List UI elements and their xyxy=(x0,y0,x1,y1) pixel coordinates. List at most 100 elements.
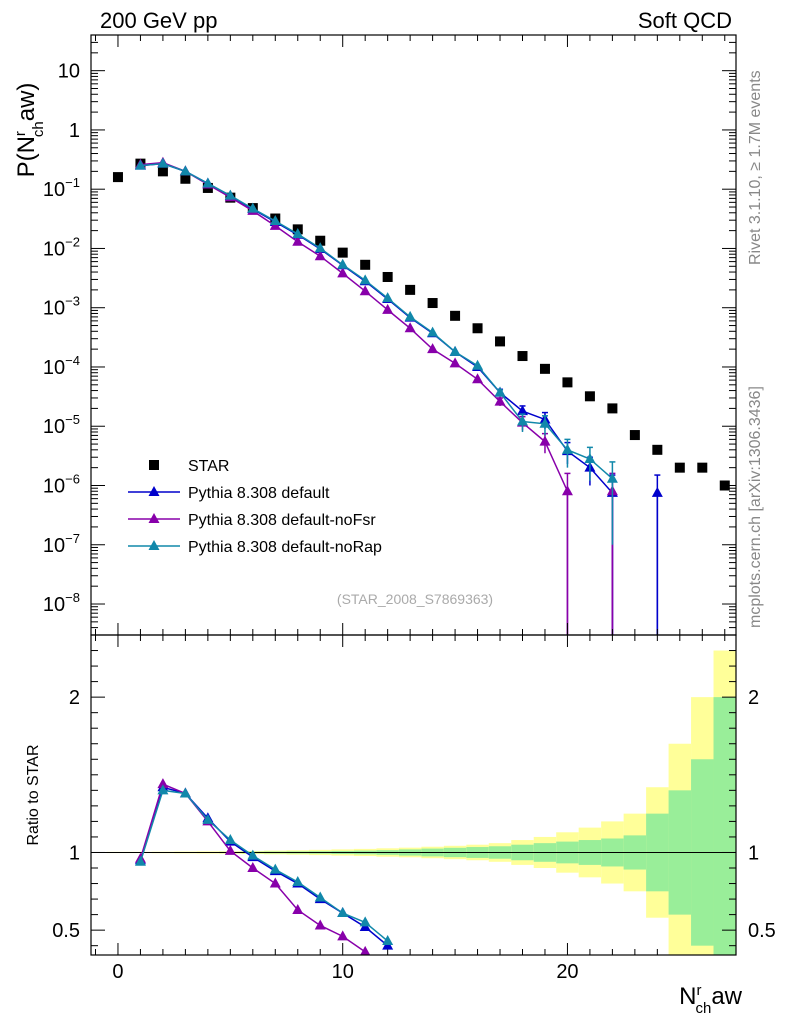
ratio-y-tick-label-right: 1 xyxy=(748,842,759,864)
tick-base: 10 xyxy=(43,475,65,497)
star-data-point xyxy=(517,351,528,362)
mc-data-point xyxy=(449,345,461,356)
mc-data-point xyxy=(314,242,326,253)
ratio-data-point xyxy=(359,916,371,927)
ratio-panel: 0 10 20 0.5 0.5 1 1 2 2 xyxy=(52,35,776,983)
series-line xyxy=(140,162,613,480)
mc-data-point xyxy=(359,285,371,296)
mc-data-point xyxy=(134,159,146,170)
tick-base: 10 xyxy=(43,594,65,616)
star-data-point xyxy=(539,363,550,374)
mc-data-point xyxy=(427,326,439,337)
y-tick-label: 10−3 xyxy=(43,294,80,320)
mc-data-point xyxy=(472,359,484,370)
tick-exponent: −6 xyxy=(65,471,80,486)
reference-id: (STAR_2008_S7869363) xyxy=(337,591,493,607)
ratio-data-point xyxy=(224,834,236,845)
x-label-sup: r xyxy=(696,982,701,999)
tick-exponent: −5 xyxy=(65,412,80,427)
mc-data-point xyxy=(157,157,169,168)
mc-data-point xyxy=(539,435,551,446)
side-label-rivet: Rivet 3.1.10, ≥ 1.7M events xyxy=(747,70,764,265)
star-data-point xyxy=(629,430,640,441)
star-data-point xyxy=(450,310,461,321)
ratio-data-point xyxy=(292,875,304,886)
legend-marker-triangle xyxy=(148,486,160,496)
y-axis-label-main: P(Nrchaw) xyxy=(12,83,47,178)
star-data-point xyxy=(157,166,168,177)
ratio-data-point xyxy=(157,784,169,795)
x-axis-label: Nr chaw xyxy=(679,982,743,1017)
ratio-y-tick-label: 2 xyxy=(69,687,80,709)
star-data-point xyxy=(607,403,618,414)
y-label-prefix: P(N xyxy=(13,136,40,177)
mc-data-point xyxy=(651,486,663,497)
y-tick-label: 10−5 xyxy=(43,412,80,438)
ratio-data-point xyxy=(179,787,191,798)
y-tick-label: 10−4 xyxy=(43,353,80,379)
legend-marker-triangle xyxy=(148,540,160,550)
mc-data-point xyxy=(404,310,416,321)
star-data-point xyxy=(337,247,348,258)
series-line xyxy=(140,161,614,635)
y-label-suffix: aw) xyxy=(13,83,40,122)
x-tick-label: 10 xyxy=(332,961,354,983)
ratio-data-point xyxy=(314,919,326,930)
legend-label: Pythia 8.308 default xyxy=(188,485,330,502)
stat-uncertainty-band xyxy=(713,697,736,955)
tick-exponent: −1 xyxy=(65,175,80,190)
star-data-point xyxy=(382,271,393,282)
y-tick-label: 10−6 xyxy=(43,471,80,497)
tick-exponent: −7 xyxy=(65,531,80,546)
tick-exponent: −2 xyxy=(65,234,80,249)
star-data-point xyxy=(674,462,685,473)
legend-label: STAR xyxy=(188,458,229,475)
mc-data-point xyxy=(202,177,214,188)
mc-data-point xyxy=(584,452,596,463)
legend-marker-triangle xyxy=(148,513,160,523)
ratio-data-point xyxy=(157,778,169,789)
x-label-sub: ch xyxy=(695,1000,711,1017)
ratio-frame xyxy=(90,634,737,956)
mc-data-point xyxy=(382,303,394,314)
tick-exponent: −4 xyxy=(65,353,80,368)
ratio-data-point xyxy=(337,930,349,941)
ratio-series-group xyxy=(134,778,394,955)
y-tick-label: 10−8 xyxy=(43,590,80,616)
tick-base: 10 xyxy=(43,298,65,320)
mc-data-point xyxy=(337,258,349,269)
y-label-sup: r xyxy=(12,131,29,136)
tick-base: 10 xyxy=(43,357,65,379)
ratio-data-point xyxy=(314,891,326,902)
ratio-data-point xyxy=(360,945,371,955)
series-2 xyxy=(134,156,618,635)
y-label-sub: ch xyxy=(30,121,47,137)
star-data-point xyxy=(360,259,371,270)
star-data-point xyxy=(495,336,506,347)
tick-base: 10 xyxy=(43,238,65,260)
star-data-point xyxy=(180,173,191,184)
y-tick-label: 10−7 xyxy=(43,531,80,557)
x-label-suffix: aw xyxy=(711,983,742,1010)
ratio-y-tick-label: 1 xyxy=(69,842,80,864)
mc-data-point xyxy=(382,292,394,303)
star-data-point xyxy=(315,235,326,246)
ratio-data-point xyxy=(292,903,304,914)
tick-base: 10 xyxy=(43,535,65,557)
legend: STAR Pythia 8.308 default Pythia 8.308 def… xyxy=(128,458,382,556)
mc-data-point xyxy=(516,415,528,426)
header-left: 200 GeV pp xyxy=(100,8,217,33)
ratio-data-point xyxy=(382,935,394,946)
star-data-point xyxy=(584,391,595,402)
mc-data-point xyxy=(494,386,506,397)
mc-data-point xyxy=(427,343,439,354)
tick-base: 10 xyxy=(43,416,65,438)
y-axis-label-ratio: Ratio to STAR xyxy=(25,744,42,845)
star-data-point xyxy=(652,444,663,455)
star-data-point xyxy=(427,298,438,309)
mc-data-point xyxy=(292,228,304,239)
mc-data-point xyxy=(516,405,528,416)
mc-data-point xyxy=(224,189,236,200)
